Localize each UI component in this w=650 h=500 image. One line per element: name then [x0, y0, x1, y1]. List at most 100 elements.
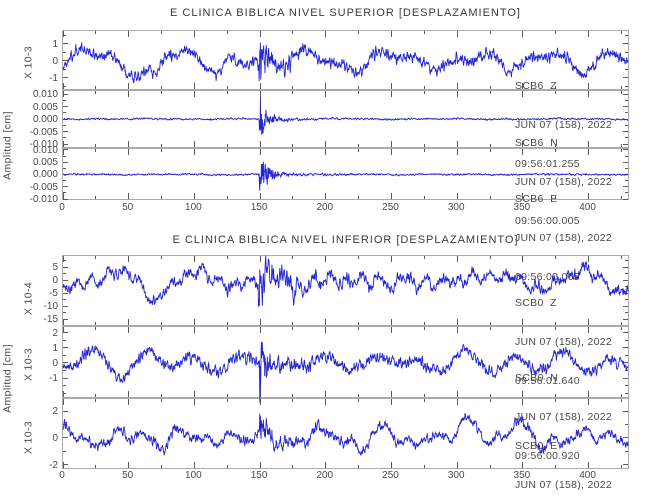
y-tick-mark	[63, 410, 68, 412]
x-tick-mark	[62, 327, 64, 333]
x-tick-mark	[62, 31, 64, 37]
x-tick-mark	[161, 91, 163, 94]
subplot-scb0-e: SCB0 E JUN 07 (158), 2022 09:56:01.025	[62, 398, 629, 491]
y-tick-mark	[623, 437, 628, 439]
x-tick-mark	[358, 327, 360, 330]
x-tick-mark	[259, 462, 261, 468]
x-tick-mark	[292, 144, 294, 147]
x-tick-mark	[390, 141, 392, 147]
y-tick-mark	[625, 339, 628, 341]
y-tick-mark	[63, 385, 66, 387]
x-tick-mark	[423, 465, 425, 468]
x-tick-mark	[161, 196, 163, 199]
x-tick-mark	[555, 394, 557, 397]
y-tick-mark	[625, 450, 628, 452]
x-tick-mark	[358, 31, 360, 34]
y-tick-mark	[63, 392, 66, 394]
x-tick-mark	[95, 394, 97, 397]
y-tick-mark	[63, 260, 66, 262]
seismic-trace	[62, 96, 629, 135]
x-tick-mark	[95, 465, 97, 468]
x-tick-mark	[555, 149, 557, 152]
station-label: SCB6 N	[515, 137, 558, 149]
x-tick-mark	[456, 391, 458, 397]
x-tick-mark	[620, 149, 622, 152]
seismic-trace	[62, 255, 629, 307]
y-tick-mark	[623, 161, 628, 163]
x-tick-mark	[456, 462, 458, 468]
x-tick-mark	[226, 86, 228, 89]
figure-title-nivel-inferior: E CLINICA BIBLICA NIVEL INFERIOR [DESPLA…	[172, 234, 519, 246]
y-tick-mark	[625, 85, 628, 87]
x-tick-mark	[522, 193, 524, 199]
x-tick-mark	[489, 31, 491, 34]
waveform-scb0-e	[62, 412, 629, 457]
y-tick-label: 0	[52, 357, 58, 369]
x-tick-mark	[226, 322, 228, 325]
y-tick-mark	[63, 143, 68, 145]
x-tick-mark	[128, 462, 130, 468]
x-tick-mark	[620, 394, 622, 397]
waveform-scb6-e	[62, 161, 629, 191]
x-tick-mark	[456, 83, 458, 89]
x-tick-mark	[325, 327, 327, 333]
x-tick-mark	[588, 31, 590, 37]
x-tick-mark	[259, 83, 261, 89]
x-tick-mark	[193, 391, 195, 397]
x-tick-mark	[588, 149, 590, 155]
x-tick-mark	[489, 196, 491, 199]
time-label: 09:56:00.005	[515, 215, 580, 227]
seismic-trace	[62, 161, 629, 191]
y-tick-label: -5	[49, 288, 58, 300]
x-tick-mark	[226, 394, 228, 397]
x-tick-mark	[390, 399, 392, 405]
x-tick-label: 250	[382, 202, 399, 213]
trace-label-block: SCB6 N JUN 07 (158), 2022 09:56:00.005	[515, 111, 612, 254]
x-tick-mark	[489, 394, 491, 397]
x-tick-mark	[259, 149, 261, 155]
y-tick-mark	[63, 437, 68, 439]
y-tick-mark	[63, 279, 68, 281]
y-tick-label: -10	[43, 301, 58, 313]
y-tick-mark	[623, 118, 628, 120]
y-tick-mark	[623, 318, 628, 320]
y-tick-mark	[63, 180, 66, 182]
time-label: 09:56:01.255	[515, 158, 580, 170]
x-tick-mark	[193, 83, 195, 89]
y-tick-mark	[625, 99, 628, 101]
date-label: JUN 07 (158), 2022	[515, 232, 613, 244]
x-tick-mark	[522, 399, 524, 405]
x-tick-mark	[555, 399, 557, 402]
x-tick-mark	[226, 144, 228, 147]
x-tick-mark	[128, 256, 130, 262]
y-tick-label: -0.005	[29, 126, 58, 138]
x-tick-mark	[226, 465, 228, 468]
x-tick-label: 350	[513, 202, 531, 213]
x-tick-mark	[390, 462, 392, 468]
x-tick-mark	[292, 327, 294, 330]
x-tick-mark	[522, 327, 524, 333]
x-tick-mark	[390, 91, 392, 97]
x-tick-mark	[620, 465, 622, 468]
x-tick-mark	[325, 462, 327, 468]
x-tick-mark	[259, 141, 261, 147]
y-tick-label: 0.005	[32, 101, 58, 113]
x-tick-mark	[161, 256, 163, 259]
x-tick-mark	[161, 86, 163, 89]
y-tick-label: -0.010	[29, 139, 58, 150]
x-tick-mark	[522, 83, 524, 89]
x-tick-mark	[226, 31, 228, 34]
x-tick-mark	[95, 31, 97, 34]
x-tick-mark	[588, 462, 590, 468]
x-tick-mark	[588, 319, 590, 325]
x-tick-mark	[128, 83, 130, 89]
x-tick-mark	[555, 327, 557, 330]
x-tick-mark	[292, 394, 294, 397]
x-tick-mark	[128, 391, 130, 397]
x-tick-mark	[620, 86, 622, 89]
x-tick-mark	[489, 256, 491, 259]
x-tick-mark	[128, 91, 130, 97]
x-tick-mark	[620, 256, 622, 259]
x-tick-mark	[456, 256, 458, 262]
